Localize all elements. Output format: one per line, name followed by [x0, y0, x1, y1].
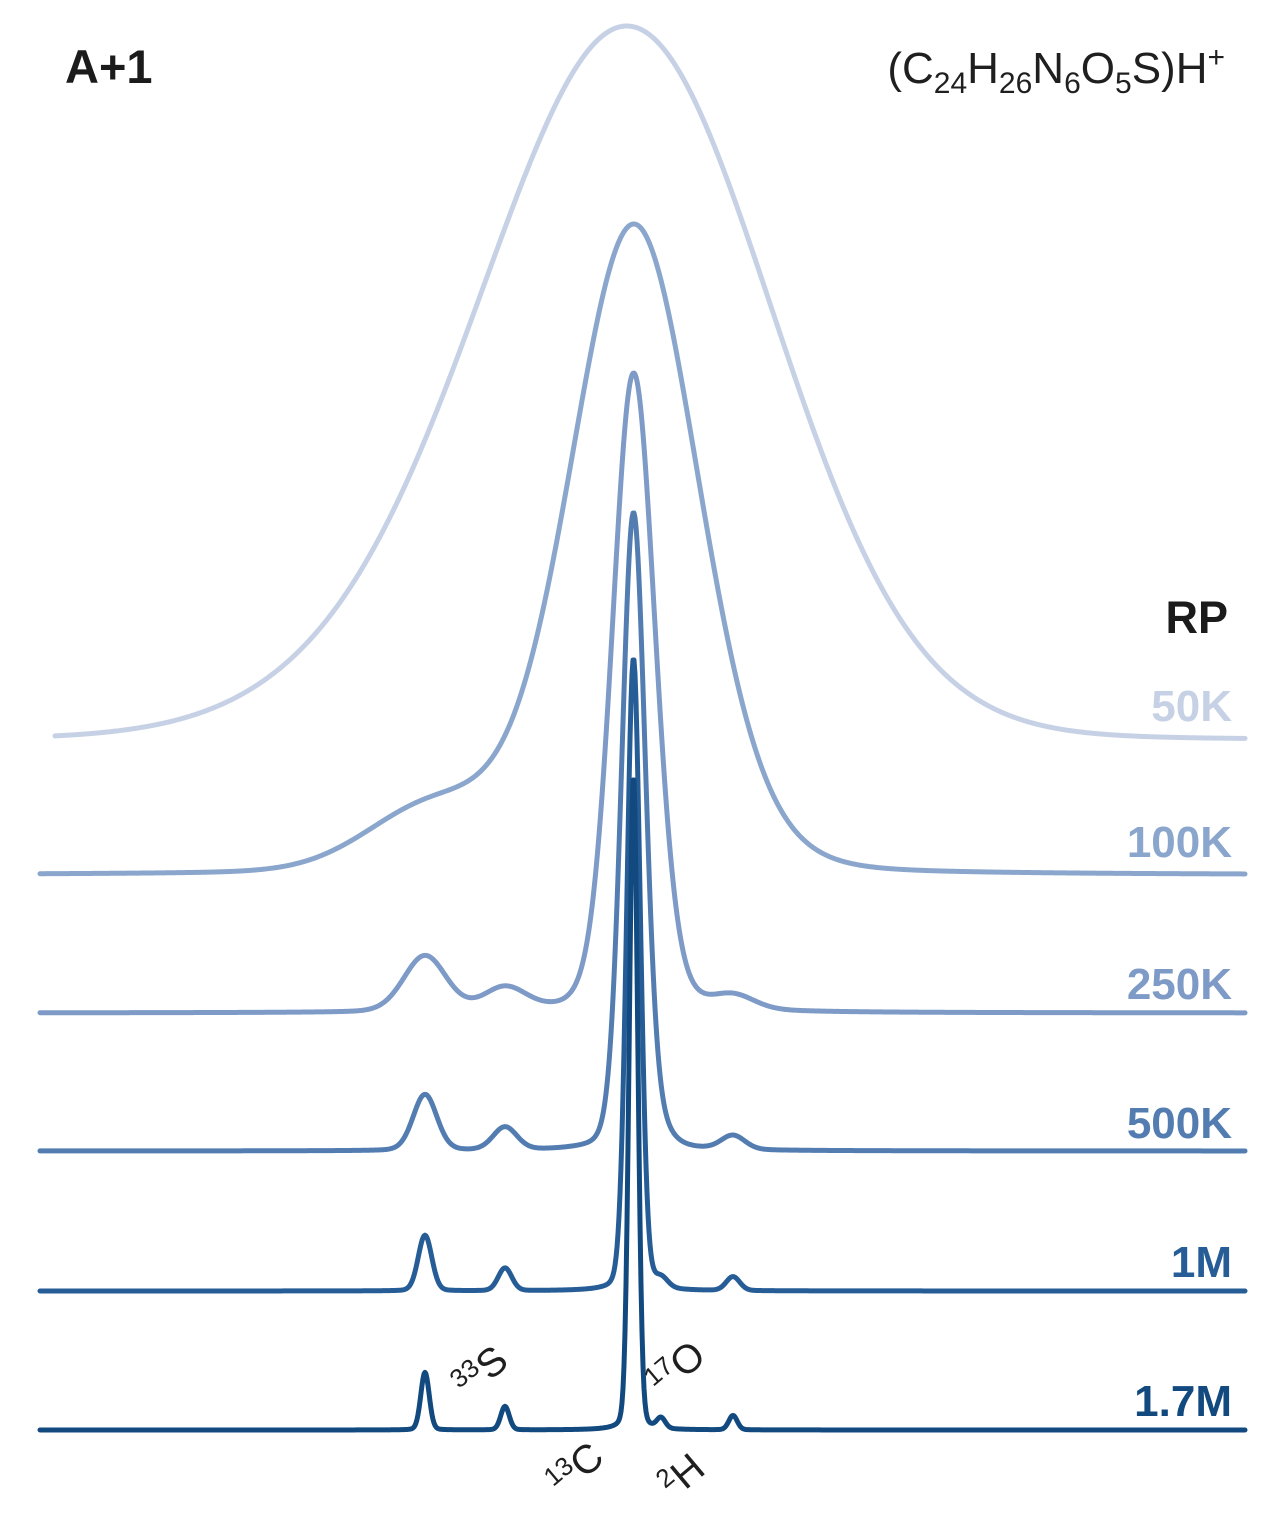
- isotope-label-2h: 2H: [650, 1443, 713, 1507]
- rp-value-label-100k: 100K: [1127, 818, 1232, 867]
- isotope-annotations-group: 33S 17O 13C 2H: [444, 1330, 714, 1507]
- spectrum-curve-100k: [37, 221, 1248, 877]
- spectrum-curve-1-7m: [37, 777, 1248, 1433]
- variant-label: A+1: [65, 40, 153, 93]
- rp-value-label-500k: 500K: [1127, 1099, 1232, 1148]
- spectrum-curve-500k: [37, 510, 1248, 1154]
- rp-value-label-50k: 50K: [1151, 682, 1232, 731]
- spectrum-curves-group: [37, 23, 1248, 1433]
- isotope-label-13c: 13C: [538, 1432, 612, 1505]
- rp-value-labels-group: 50K 100K 250K 500K 1M 1.7M: [1127, 682, 1232, 1426]
- rp-value-label-1m: 1M: [1171, 1238, 1232, 1287]
- spectrum-curve-50k: [52, 23, 1248, 741]
- rp-value-label-250k: 250K: [1127, 960, 1232, 1009]
- isotope-label-33s: 33S: [444, 1335, 517, 1407]
- spectrum-curve-250k: [37, 370, 1248, 1016]
- spectrum-curve-1m: [37, 657, 1248, 1294]
- molecular-formula-label: (C24H26N6O5S)H+: [887, 41, 1225, 100]
- isotope-label-17o: 17O: [638, 1330, 714, 1405]
- rp-heading: RP: [1165, 592, 1228, 643]
- rp-value-label-1-7m: 1.7M: [1134, 1377, 1232, 1426]
